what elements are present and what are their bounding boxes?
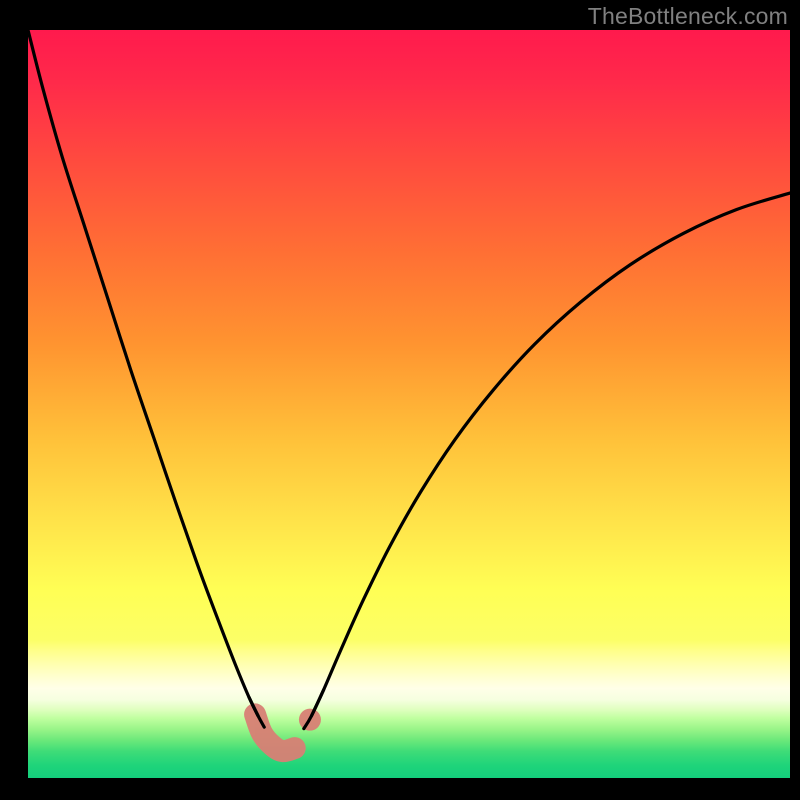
chart-svg bbox=[28, 30, 790, 778]
chart-plot-area bbox=[28, 30, 790, 778]
watermark-text: TheBottleneck.com bbox=[588, 3, 788, 30]
